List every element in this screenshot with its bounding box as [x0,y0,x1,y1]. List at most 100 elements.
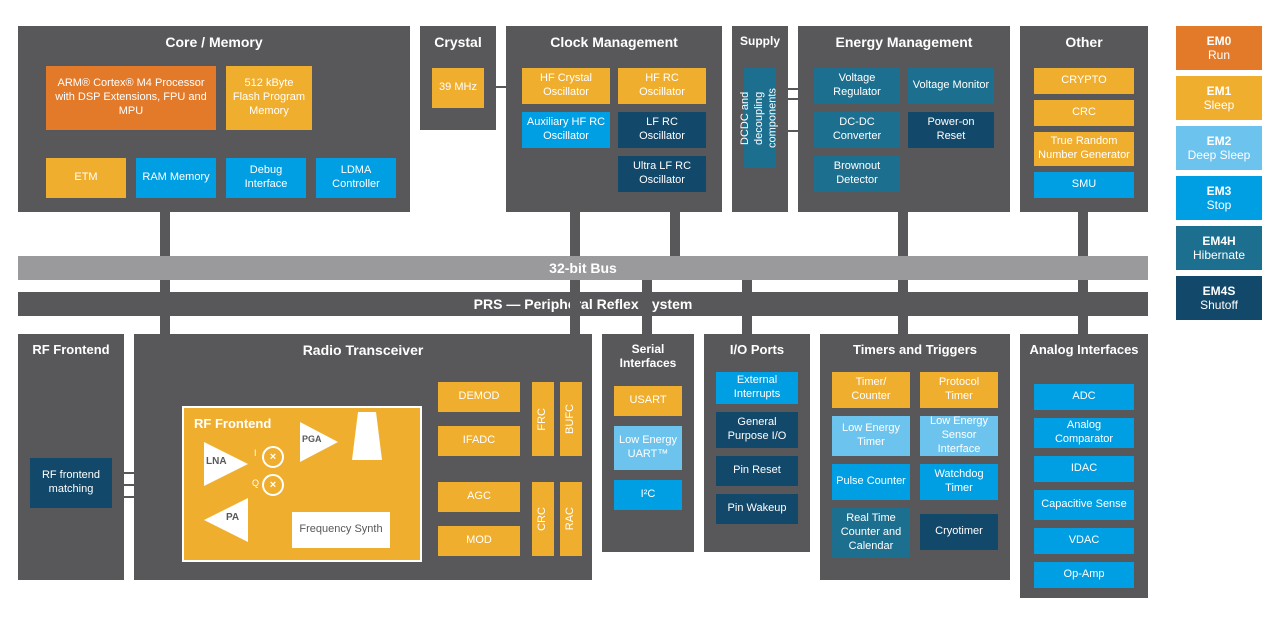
block-gpio: General Purpose I/O [716,412,798,448]
block-por: Power-on Reset [908,112,994,148]
connector [160,212,170,256]
connector [1078,212,1088,256]
legend-em4s: EM4SShutoff [1176,276,1262,320]
block-timer: Timer/ Counter [832,372,910,408]
panel-timers: Timers and Triggers Timer/ Counter Proto… [820,334,1010,580]
legend-em0: EM0Run [1176,26,1262,70]
block-smu: SMU [1034,172,1134,198]
panel-other: Other CRYPTO CRC True Random Number Gene… [1020,26,1148,212]
diagram-canvas: Core / Memory ARM® Cortex® M4 Processor … [0,0,1280,617]
panel-title-rffe: RF Frontend [26,342,116,357]
connector [670,212,680,256]
block-rf-matching: RF frontend matching [30,458,112,508]
block-auxhf: Auxiliary HF RC Oscillator [522,112,610,148]
legend-em2: EM2Deep Sleep [1176,126,1262,170]
block-frc-label: FRC [536,408,550,431]
block-hfrc: HF RC Oscillator [618,68,706,104]
panel-radio: Radio Transceiver RF Frontend LNA PA × ×… [134,334,592,580]
block-csen: Capacitive Sense [1034,490,1134,520]
block-ptimer: Protocol Timer [920,372,998,408]
block-crc: CRC [1034,100,1134,126]
block-pcnt: Pulse Counter [832,464,910,500]
bus-32bit: 32-bit Bus [18,256,1148,280]
block-flash: 512 kByte Flash Program Memory [226,66,312,130]
block-dcdc-components: DCDC and decoupling components [744,68,776,168]
block-acmp: Analog Comparator [1034,418,1134,448]
block-39mhz: 39 MHz [432,68,484,108]
connector [898,212,908,256]
block-hfxo: HF Crystal Oscillator [522,68,610,104]
block-bod: Brownout Detector [814,156,900,192]
block-rac: RAC [560,482,582,556]
block-etm: ETM [46,158,126,198]
block-cryo: Cryotimer [920,514,998,550]
block-idac: IDAC [1034,456,1134,482]
block-adc: ADC [1034,384,1134,410]
block-bufc-label: BUFC [564,404,578,434]
block-mod: MOD [438,526,520,556]
block-vmon: Voltage Monitor [908,68,994,104]
label-q: Q [252,478,259,488]
bus-prs-label: PRS — Peripheral Reflex System [474,296,693,312]
mixer-i: × [262,446,284,468]
legend-em3: EM3Stop [1176,176,1262,220]
connector [742,280,752,334]
panel-core-memory: Core / Memory ARM® Cortex® M4 Processor … [18,26,410,212]
block-rtcc: Real Time Counter and Calendar [832,508,910,558]
block-crypto: CRYPTO [1034,68,1134,94]
connector [776,88,814,90]
connector [160,280,170,334]
block-crc-radio-label: CRC [536,507,550,531]
panel-title-clock: Clock Management [514,34,714,50]
bus-prs: PRS — Peripheral Reflex System [18,292,1148,316]
connector [484,86,522,88]
block-usart: USART [614,386,682,416]
panel-title-io: I/O Ports [712,342,802,357]
panel-io: I/O Ports External Interrupts General Pu… [704,334,810,552]
block-pinwu: Pin Wakeup [716,494,798,524]
block-letimer: Low Energy Timer [832,416,910,456]
block-bufc: BUFC [560,382,582,456]
inner-rf-frontend-title: RF Frontend [194,416,271,431]
lna-label: LNA [206,456,227,467]
panel-supply: Supply DCDC and decoupling components [732,26,788,212]
panel-title-timers: Timers and Triggers [828,342,1002,357]
block-wdog: Watchdog Timer [920,464,998,500]
block-demod: DEMOD [438,382,520,412]
block-leuart: Low Energy UART™ [614,426,682,470]
label-i: I [254,448,257,458]
energy-mode-legend: EM0Run EM1Sleep EM2Deep Sleep EM3Stop EM… [1176,26,1262,326]
legend-em1: EM1Sleep [1176,76,1262,120]
panel-analog: Analog Interfaces ADC Analog Comparator … [1020,334,1148,598]
panel-rf-frontend: RF Frontend RF frontend matching [18,334,124,580]
block-exti: External Interrupts [716,372,798,404]
block-ulfrc: Ultra LF RC Oscillator [618,156,706,192]
connector [570,280,580,334]
block-ram: RAM Memory [136,158,216,198]
panel-energy: Energy Management Voltage Regulator Volt… [798,26,1010,212]
block-ifadc: IFADC [438,426,520,456]
pa-label: PA [226,512,239,523]
connector [776,98,814,100]
panel-title-other: Other [1028,34,1140,50]
panel-crystal: Crystal 39 MHz [420,26,496,130]
block-fsynth: Frequency Synth [292,512,390,548]
panel-title-core: Core / Memory [26,34,402,50]
block-lfrc: LF RC Oscillator [618,112,706,148]
block-i2c: I²C [614,480,682,510]
panel-clock: Clock Management HF Crystal Oscillator H… [506,26,722,212]
block-agc: AGC [438,482,520,512]
block-debug: Debug Interface [226,158,306,198]
legend-em4h: EM4HHibernate [1176,226,1262,270]
panel-title-serial: Serial Interfaces [610,342,686,370]
block-trng: True Random Number Generator [1034,132,1134,166]
pga-label: PGA [302,434,322,444]
block-vreg: Voltage Regulator [814,68,900,104]
block-frc: FRC [532,382,554,456]
block-rac-label: RAC [564,507,578,530]
block-lesense: Low Energy Sensor Interface [920,416,998,456]
block-dcdcconv: DC-DC Converter [814,112,900,148]
block-pinrst: Pin Reset [716,456,798,486]
panel-title-radio: Radio Transceiver [142,342,584,358]
panel-title-crystal: Crystal [428,34,488,50]
